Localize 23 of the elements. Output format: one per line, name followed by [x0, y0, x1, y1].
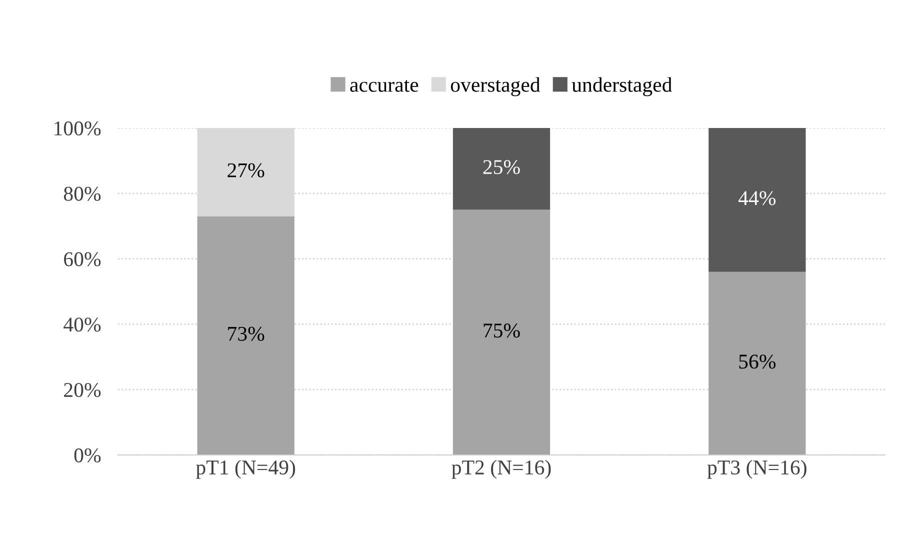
bar	[452, 210, 550, 455]
data-label: 73%	[228, 326, 264, 341]
x-tick-label: pT2 (N=16)	[452, 460, 551, 479]
y-tick-label: 20%	[64, 382, 101, 398]
y-tick-label: 40%	[64, 318, 101, 332]
data-label: 75%	[484, 324, 520, 338]
bar	[197, 216, 294, 455]
data-label: 56%	[739, 354, 776, 369]
data-label: 27%	[228, 163, 264, 178]
x-tick-label: pT3 (N=16)	[707, 460, 806, 479]
legend-label: overstaged	[450, 77, 540, 96]
legend-label: accurate	[350, 80, 418, 92]
bar	[708, 128, 806, 272]
y-tick-label: 0%	[74, 448, 101, 462]
data-label: 44%	[738, 191, 776, 206]
bar	[708, 272, 806, 455]
y-tick-label: 60%	[64, 252, 101, 266]
y-tick-label: 100%	[54, 121, 101, 136]
y-tick-label: 80%	[64, 186, 101, 201]
legend-label: understaged	[572, 77, 672, 96]
x-tick-label: pT1 (N=49)	[196, 460, 296, 479]
bar	[452, 128, 550, 210]
data-label: 25%	[483, 160, 520, 174]
